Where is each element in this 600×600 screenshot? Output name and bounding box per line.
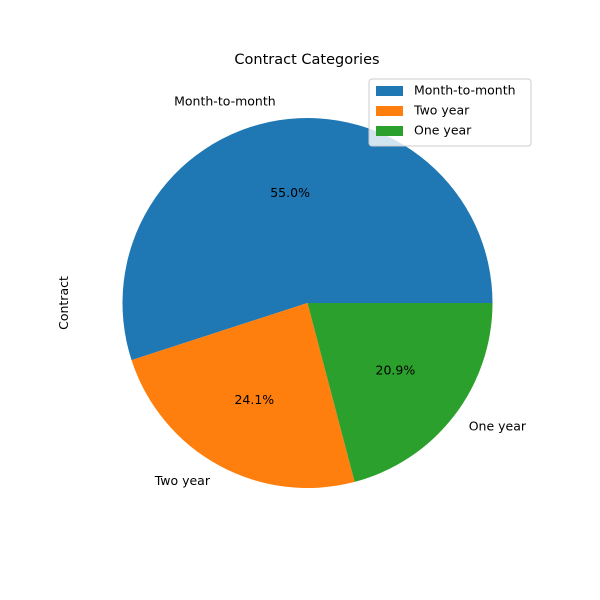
slice-pct-one-year: 20.9% [376,362,416,377]
slice-label-two-year: Two year [154,473,211,488]
pie-labels: Month-to-month 55.0% Two year 24.1% One year… [154,94,527,489]
y-axis-label: Contract [56,276,71,330]
pie-slice-two-year [131,303,355,489]
legend-label-month-to-month: Month-to-month [414,83,516,98]
legend-swatch-one-year [376,126,403,136]
slice-pct-two-year: 24.1% [234,392,274,407]
legend: Month-to-month Two year One year [368,78,532,147]
chart-title: Contract Categories [234,52,379,68]
legend-frame [368,78,532,147]
legend-label-one-year: One year [414,123,472,138]
slice-pct-month-to-month: 55.0% [270,185,310,200]
slice-label-one-year: One year [469,419,527,434]
pie-slices [122,118,493,489]
legend-swatch-two-year [376,106,403,116]
pie-slice-month-to-month [122,118,493,361]
slice-label-month-to-month: Month-to-month [174,94,276,109]
legend-swatch-month-to-month [376,86,403,96]
pie-slice-one-year [307,303,493,482]
legend-label-two-year: Two year [413,103,470,118]
